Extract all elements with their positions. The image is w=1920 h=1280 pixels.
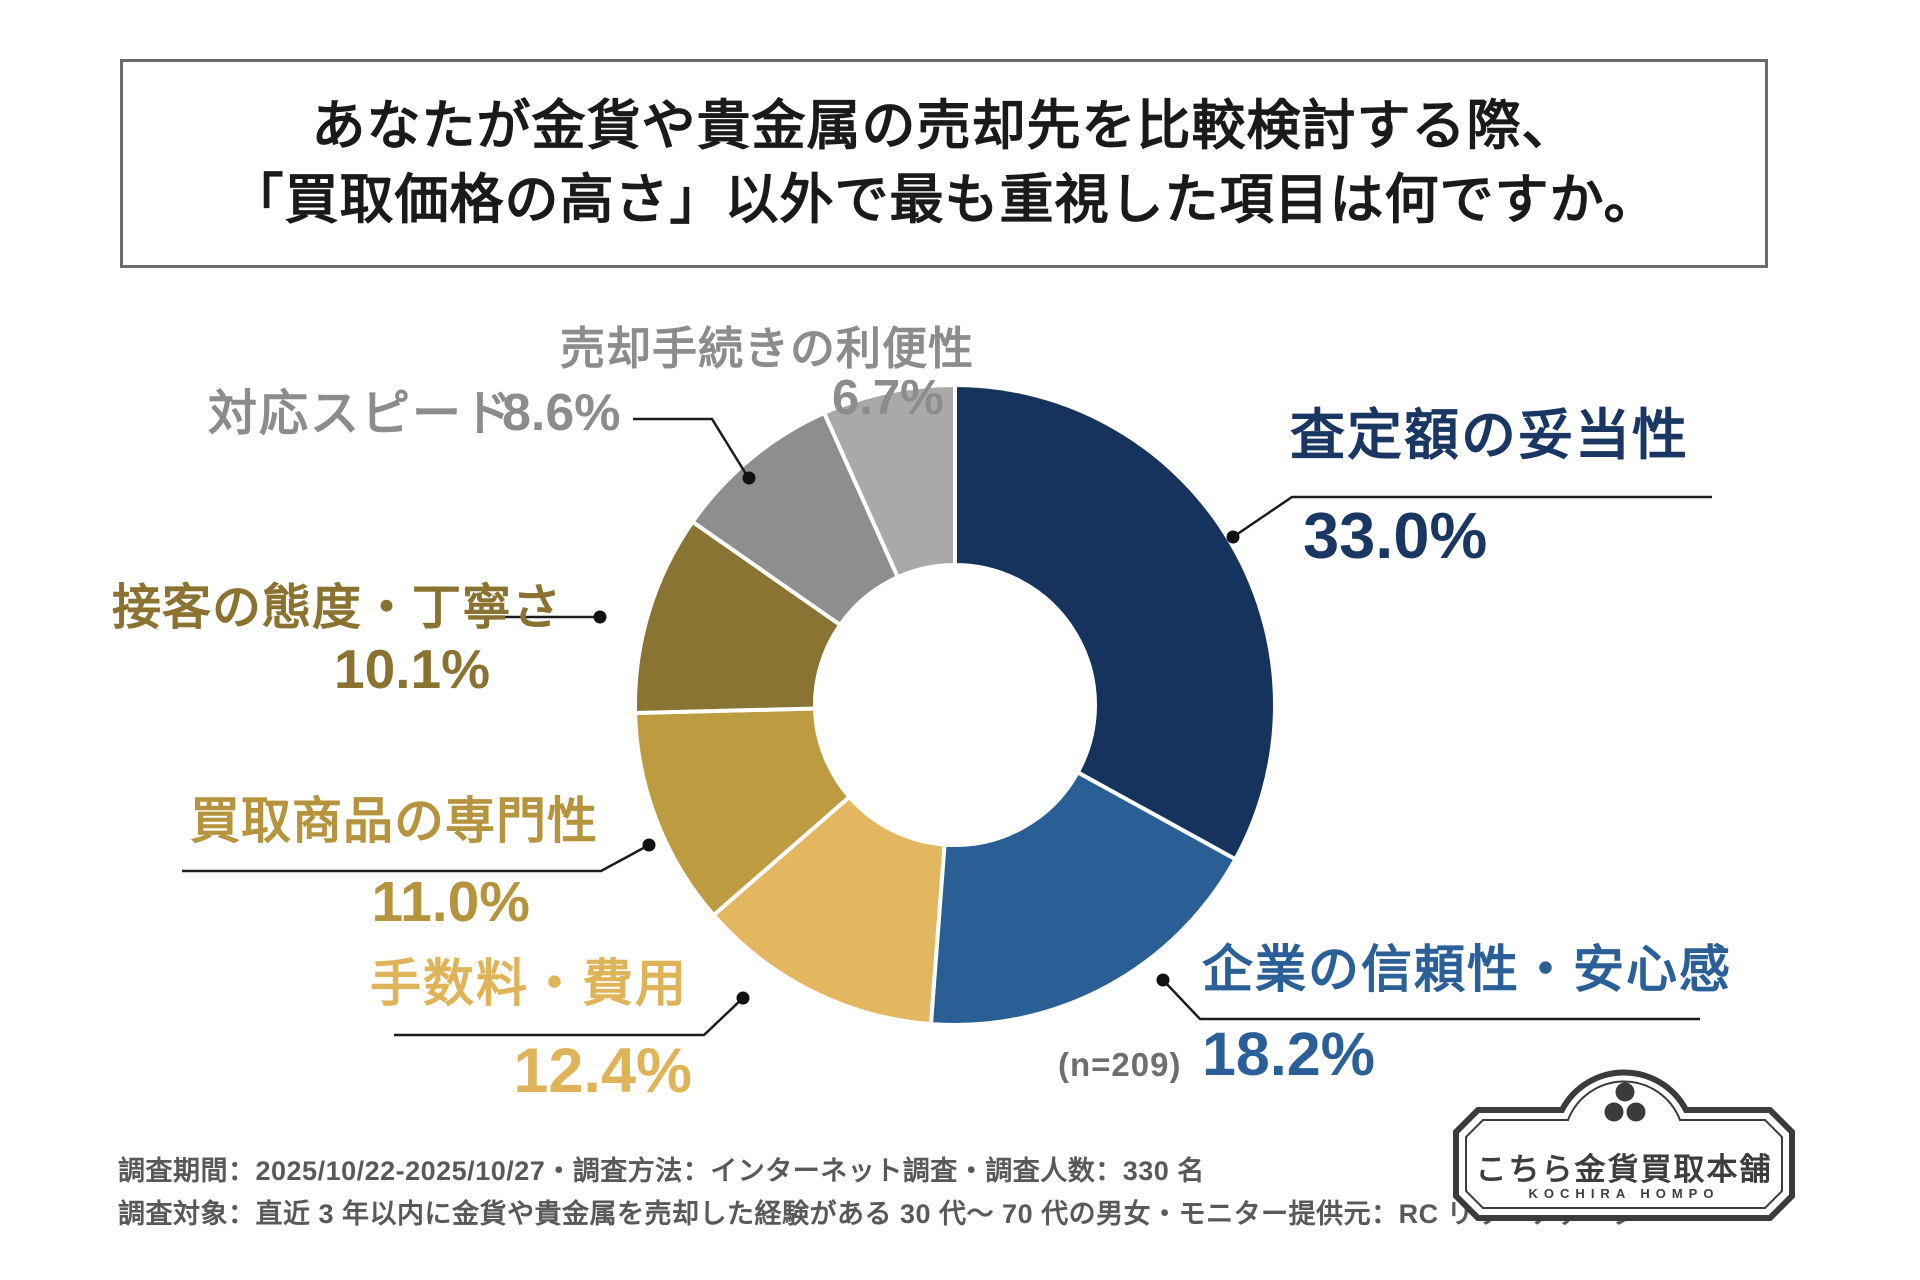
survey-target-note: 調査対象：直近 3 年以内に金貨や貴金属を売却した経験がある 30 代～ 70 … <box>118 1199 1640 1229</box>
callout-label-satei: 査定額の妥当性 <box>1290 404 1690 466</box>
logo-plaque-inner-border <box>1465 1080 1783 1209</box>
callout-label-senmon: 買取商品の専門性 <box>190 793 598 849</box>
leader-dot-seg6 <box>742 471 756 485</box>
logo-plaque <box>1453 1069 1795 1221</box>
leader-dot-seg2 <box>1156 973 1170 987</box>
donut-segment-0 <box>953 383 1278 862</box>
sample-size-note: (n=209) <box>1058 1046 1182 1083</box>
donut-segment-5 <box>690 410 900 627</box>
three-dots-crest-icon <box>1604 1082 1646 1122</box>
callout-pct-sekkyaku: 10.1% <box>334 638 490 700</box>
leader-line-seg6 <box>633 417 748 475</box>
callout-pct-tetsuzuki: 6.7% <box>832 371 944 425</box>
title-box: あなたが金貨や貴金属の売却先を比較検討する際、 「買取価格の高さ」以外で最も重視… <box>120 59 1768 268</box>
leader-dot-seg4 <box>642 838 656 852</box>
donut-segment-1 <box>928 770 1238 1027</box>
title-line-1: あなたが金貨や貴金属の売却先を比較検討する際、 <box>311 96 1577 157</box>
callout-label-shinrai: 企業の信頼性・安心感 <box>1202 941 1733 998</box>
leader-dot-seg1 <box>1226 530 1240 544</box>
logo-plaque-outer-border <box>1453 1069 1795 1221</box>
callout-pct-tesuryo: 12.4% <box>513 1036 692 1106</box>
brand-logo: こちら金貨買取本舗 KOCHIRA HOMPO <box>1452 1066 1796 1224</box>
callout-label-sekkyaku: 接客の態度・丁寧さ <box>112 581 563 635</box>
logo-romaji-text: KOCHIRA HOMPO <box>1528 1186 1720 1201</box>
title-line-2: 「買取価格の高さ」以外で最も重視した項目は何ですか。 <box>229 169 1659 230</box>
callout-label-tesuryo: 手数料・費用 <box>369 955 688 1012</box>
callout-pct-satei: 33.0% <box>1303 499 1488 572</box>
donut-segment-4 <box>633 519 843 715</box>
callout-pct-senmon: 11.0% <box>371 870 530 934</box>
donut-segment-2 <box>711 794 947 1027</box>
logo-name-text: こちら金貨買取本舗 <box>1475 1152 1773 1187</box>
callout-pct-speed: 8.6% <box>502 384 621 442</box>
survey-period-note: 調査期間：2025/10/22-2025/10/27・調査方法：インターネット調… <box>118 1156 1205 1186</box>
callout-pct-shinrai: 18.2% <box>1202 1020 1375 1088</box>
leader-dot-seg5 <box>593 610 607 624</box>
callout-label-speed: 対応スピード <box>208 387 515 441</box>
callout-label-tetsuzuki: 売却手続きの利便性 <box>560 323 975 374</box>
donut-segment-3 <box>633 706 852 918</box>
leader-dot-seg3 <box>736 991 750 1005</box>
